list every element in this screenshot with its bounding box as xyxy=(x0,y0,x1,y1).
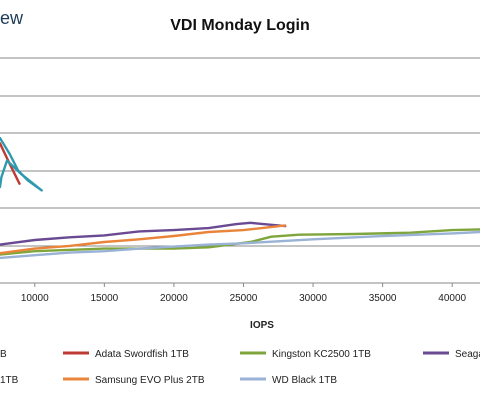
series-lines xyxy=(0,136,480,260)
legend-label: WD Black 1TB xyxy=(272,375,337,386)
series-line xyxy=(0,221,287,246)
x-tick-label: 40000 xyxy=(438,293,466,304)
series-line xyxy=(0,224,287,255)
x-tick-label: 30000 xyxy=(299,293,327,304)
x-tick-label: 15000 xyxy=(90,293,118,304)
series-line xyxy=(0,230,480,260)
x-axis-ticks: 10000 15000 20000 25000 30000 35000 40000 xyxy=(21,283,467,304)
series-line xyxy=(0,228,480,256)
x-tick-label: 10000 xyxy=(21,293,49,304)
legend: B Adata Swordfish 1TB Kingston KC2500 1TB S… xyxy=(0,349,480,386)
legend-label: Kingston KC2500 1TB xyxy=(272,349,371,360)
x-tick-label: 25000 xyxy=(230,293,258,304)
x-tick-label: 20000 xyxy=(160,293,188,304)
x-axis-title: IOPS xyxy=(250,320,274,331)
gridlines xyxy=(0,57,480,247)
legend-label: Adata Swordfish 1TB xyxy=(95,349,189,360)
legend-label: 1TB xyxy=(0,375,19,386)
legend-label: Seaga xyxy=(455,349,480,360)
x-tick-label: 35000 xyxy=(369,293,397,304)
brand-logo-text: ew xyxy=(0,8,24,28)
series-line xyxy=(0,136,43,192)
legend-label: Samsung EVO Plus 2TB xyxy=(95,375,205,386)
chart-title: VDI Monday Login xyxy=(170,17,310,34)
legend-label: B xyxy=(0,349,7,360)
